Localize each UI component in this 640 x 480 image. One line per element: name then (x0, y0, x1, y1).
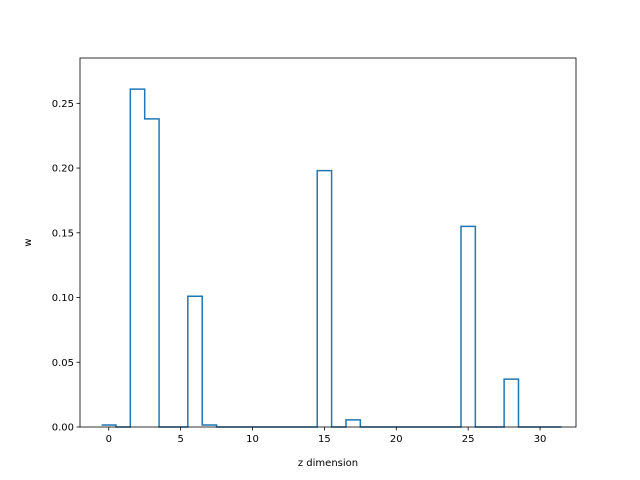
x-axis-ticks: 0 5 10 15 20 25 30 (106, 427, 547, 445)
x-tick-label: 25 (462, 434, 475, 445)
x-tick-label: 20 (390, 434, 403, 445)
x-tick-label: 30 (534, 434, 547, 445)
y-axis-ticks: 0.00 0.05 0.10 0.15 0.20 0.25 (52, 99, 80, 434)
axes-frame (79, 57, 577, 428)
x-tick-label: 5 (177, 434, 183, 445)
y-tick-label: 0.05 (52, 358, 74, 369)
y-tick-label: 0.10 (52, 293, 74, 304)
x-tick-label: 15 (318, 434, 331, 445)
x-tick-label: 10 (246, 434, 259, 445)
y-tick-label: 0.20 (52, 164, 74, 175)
y-tick-label: 0.25 (52, 99, 74, 110)
y-tick-label: 0.00 (52, 423, 74, 434)
y-tick-label: 0.15 (52, 228, 74, 239)
y-axis-label: w (23, 238, 34, 246)
x-axis-label: z dimension (298, 458, 358, 469)
x-tick-label: 0 (106, 434, 112, 445)
